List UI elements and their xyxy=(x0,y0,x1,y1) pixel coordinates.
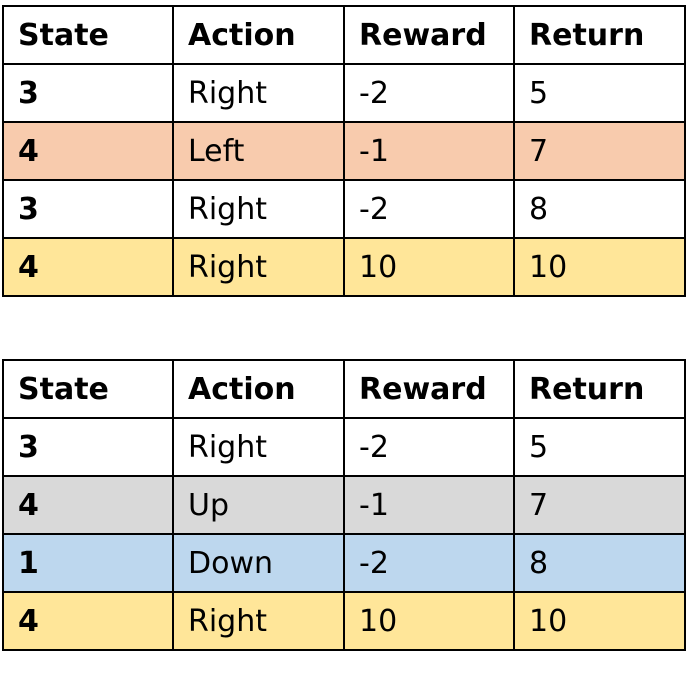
reward-cell: -1 xyxy=(343,121,515,181)
action-cell: Down xyxy=(172,533,345,593)
action-cell: Right xyxy=(172,63,345,123)
state-cell: 4 xyxy=(2,121,174,181)
header-reward: Reward xyxy=(343,5,515,65)
reward-cell: 10 xyxy=(343,237,515,297)
reward-cell: -2 xyxy=(343,63,515,123)
header-state: State xyxy=(2,359,174,419)
table-row: 4 Right 10 10 xyxy=(2,591,686,651)
table-header-row: State Action Reward Return xyxy=(2,359,686,419)
state-cell: 3 xyxy=(2,417,174,477)
action-cell: Right xyxy=(172,417,345,477)
action-cell: Right xyxy=(172,237,345,297)
reward-cell: -2 xyxy=(343,179,515,239)
return-cell: 7 xyxy=(513,475,686,535)
reward-cell: 10 xyxy=(343,591,515,651)
table-header-row: State Action Reward Return xyxy=(2,5,686,65)
header-state: State xyxy=(2,5,174,65)
return-cell: 8 xyxy=(513,179,686,239)
state-cell: 4 xyxy=(2,475,174,535)
state-cell: 4 xyxy=(2,237,174,297)
episode-table-1: State Action Reward Return 3 Right -2 5 … xyxy=(2,5,686,297)
return-cell: 10 xyxy=(513,237,686,297)
return-cell: 5 xyxy=(513,417,686,477)
return-cell: 10 xyxy=(513,591,686,651)
state-cell: 1 xyxy=(2,533,174,593)
header-action: Action xyxy=(172,5,345,65)
table-row: 3 Right -2 8 xyxy=(2,179,686,239)
table-row: 4 Up -1 7 xyxy=(2,475,686,535)
table-row: 3 Right -2 5 xyxy=(2,63,686,123)
header-reward: Reward xyxy=(343,359,515,419)
action-cell: Right xyxy=(172,179,345,239)
header-return: Return xyxy=(513,5,686,65)
reward-cell: -1 xyxy=(343,475,515,535)
header-action: Action xyxy=(172,359,345,419)
return-cell: 5 xyxy=(513,63,686,123)
table-row: 3 Right -2 5 xyxy=(2,417,686,477)
state-cell: 3 xyxy=(2,63,174,123)
reward-cell: -2 xyxy=(343,417,515,477)
table-row: 4 Right 10 10 xyxy=(2,237,686,297)
header-return: Return xyxy=(513,359,686,419)
return-cell: 7 xyxy=(513,121,686,181)
table-row: 1 Down -2 8 xyxy=(2,533,686,593)
episode-table-2: State Action Reward Return 3 Right -2 5 … xyxy=(2,359,686,651)
state-cell: 3 xyxy=(2,179,174,239)
action-cell: Up xyxy=(172,475,345,535)
table-row: 4 Left -1 7 xyxy=(2,121,686,181)
action-cell: Right xyxy=(172,591,345,651)
action-cell: Left xyxy=(172,121,345,181)
return-cell: 8 xyxy=(513,533,686,593)
reward-cell: -2 xyxy=(343,533,515,593)
state-cell: 4 xyxy=(2,591,174,651)
